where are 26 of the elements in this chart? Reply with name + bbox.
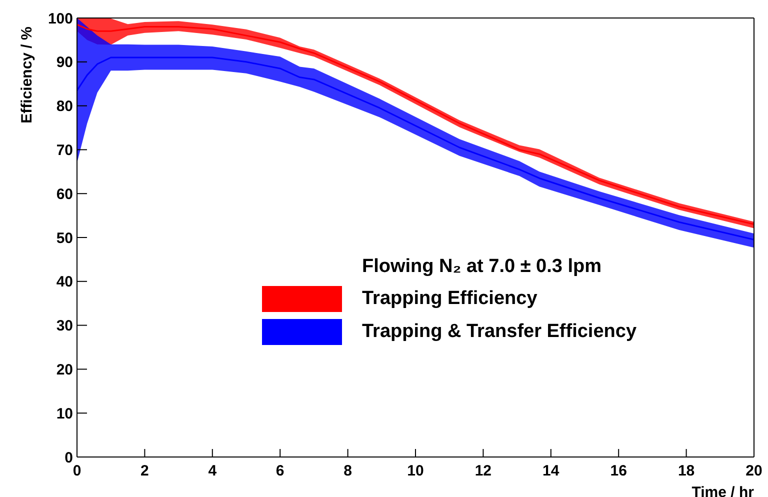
y-tick-label: 100 [48,10,73,28]
legend-label: Trapping & Transfer Efficiency [362,320,637,342]
y-tick-label: 90 [56,54,73,72]
x-axis-title: Time / hr [692,484,754,497]
x-tick-label: 12 [474,462,492,480]
x-tick-label: 6 [276,462,284,480]
y-tick-label: 40 [56,274,73,291]
y-axis-title: Efficiency / % [18,26,36,124]
x-tick-label: 20 [746,462,762,480]
x-tick-label: 8 [344,462,352,480]
y-tick-label: 50 [56,230,73,247]
x-tick-label: 4 [208,462,218,480]
y-tick-label: 70 [56,142,73,160]
y-tick-label: 80 [56,98,73,116]
x-tick-label: 14 [542,462,560,480]
y-tick-label: 0 [64,449,73,466]
y-tick-label: 10 [56,405,73,422]
x-tick-label: 10 [407,462,424,480]
x-tick-label: 16 [610,462,627,480]
legend-label: Trapping Efficiency [362,288,538,310]
y-tick-label: 60 [56,186,73,203]
y-tick-label: 30 [56,318,73,335]
x-tick-label: 2 [140,462,149,480]
legend-title: Flowing N₂ at 7.0 ± 0.3 lpm [362,256,603,278]
x-tick-label: 18 [678,462,695,480]
y-tick-label: 20 [56,362,73,379]
